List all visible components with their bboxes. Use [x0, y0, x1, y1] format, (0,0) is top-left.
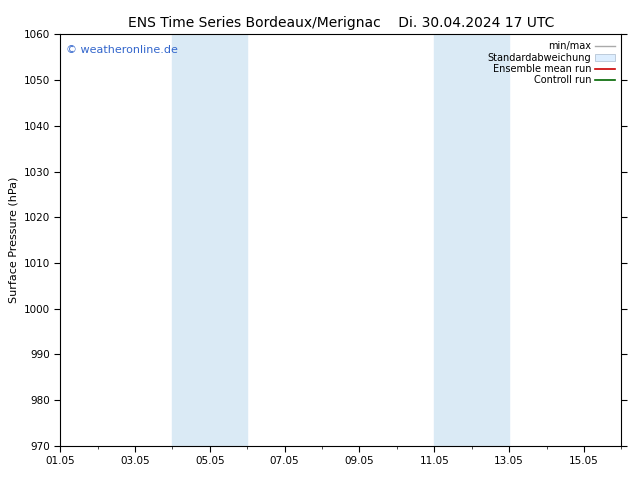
Legend: min/max, Standardabweichung, Ensemble mean run, Controll run: min/max, Standardabweichung, Ensemble me…	[486, 39, 616, 87]
Bar	[172, 34, 247, 446]
Y-axis label: Surface Pressure (hPa): Surface Pressure (hPa)	[8, 177, 18, 303]
Title: ENS Time Series Bordeaux/Merignac    Di. 30.04.2024 17 UTC: ENS Time Series Bordeaux/Merignac Di. 30…	[127, 16, 554, 30]
Bar	[434, 34, 509, 446]
Text: © weatheronline.de: © weatheronline.de	[66, 45, 178, 54]
